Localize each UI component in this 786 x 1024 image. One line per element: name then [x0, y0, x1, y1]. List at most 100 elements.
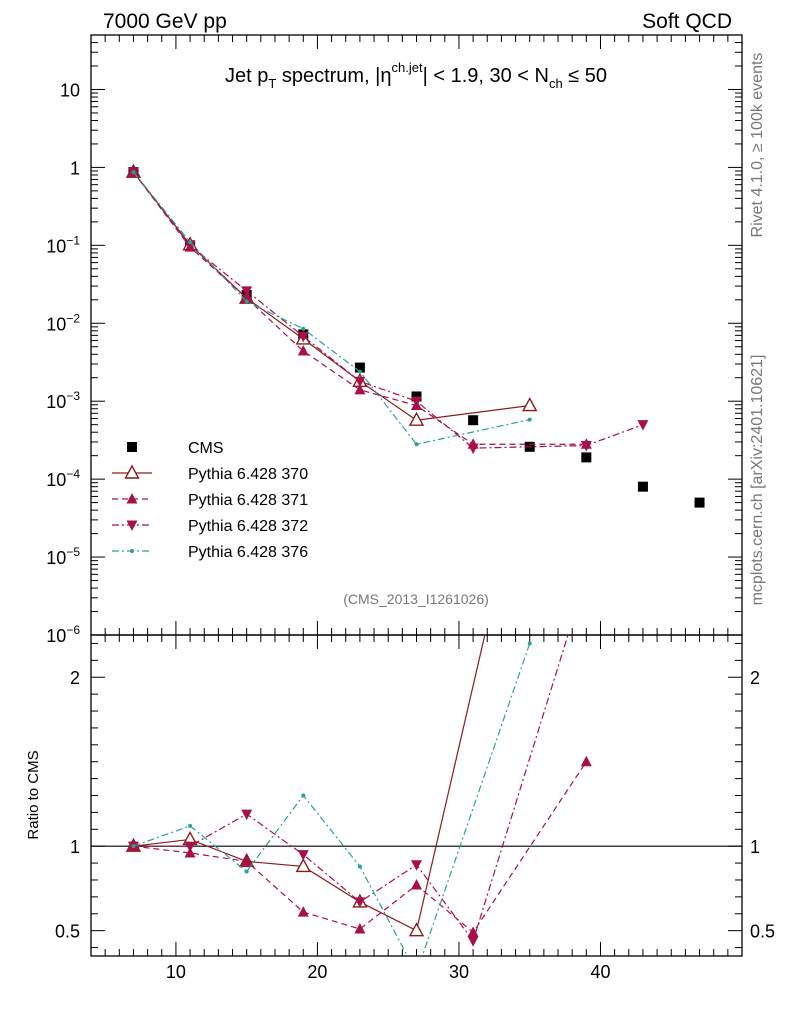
- ratio-y-tick-label-right: 2: [750, 668, 760, 688]
- data-point: [467, 443, 479, 455]
- data-point: [241, 292, 253, 303]
- data-point: [241, 809, 253, 821]
- data-point: [694, 497, 705, 508]
- data-point: [354, 383, 366, 395]
- data-point: [241, 286, 253, 297]
- y-tick-label: 1: [70, 158, 80, 178]
- x-tick-label: 20: [307, 962, 327, 982]
- y-tick-base: 10: [46, 392, 66, 412]
- series-line: [133, 643, 531, 956]
- data-point: [408, 922, 425, 937]
- y-tick-base: 10: [46, 626, 66, 646]
- y-tick-base: 10: [46, 470, 66, 490]
- y-tick-exp: −4: [66, 467, 80, 481]
- legend-label: Pythia 6.428 372: [188, 518, 308, 535]
- y-tick-base: 10: [46, 548, 66, 568]
- data-point: [244, 869, 249, 874]
- data-point: [357, 864, 362, 869]
- x-tick-label: 40: [590, 962, 610, 982]
- data-point: [408, 411, 425, 426]
- ratio-y-tick-label-right: 1: [750, 837, 760, 857]
- legend-marker: [124, 464, 140, 479]
- data-point: [581, 452, 592, 463]
- data-point: [411, 879, 422, 890]
- y-tick-label: 10−6: [46, 623, 80, 646]
- series-ratio-clip-group: [125, 571, 592, 975]
- y-tick-base: 10: [46, 236, 66, 256]
- series-line: [133, 635, 569, 943]
- legend-marker: [130, 549, 134, 553]
- ratio-panel-frame: [90, 634, 743, 957]
- y-tick-exp: −5: [66, 545, 80, 559]
- x-tick-label: 30: [449, 962, 469, 982]
- legend-marker: [127, 442, 137, 452]
- y-tick-label: 10−2: [46, 311, 80, 334]
- analysis-id: (CMS_2013_I1261026): [343, 591, 489, 607]
- data-point: [301, 793, 306, 798]
- data-point: [188, 240, 193, 245]
- energy-label: 7000 GeV pp: [103, 10, 227, 33]
- data-point: [580, 441, 592, 452]
- data-point: [297, 850, 309, 861]
- mcplots-label: mcplots.cern.ch [arXiv:2401.10621]: [749, 355, 766, 606]
- data-point: [637, 481, 648, 492]
- y-tick-label: 10: [60, 80, 80, 100]
- data-point: [297, 906, 309, 917]
- y-tick-base: 10: [46, 314, 66, 334]
- data-point: [467, 936, 479, 947]
- legend-label: CMS: [188, 440, 224, 457]
- main-series: [125, 163, 705, 508]
- data-point: [467, 926, 479, 937]
- data-point: [131, 170, 136, 175]
- y-tick-exp: −1: [66, 233, 80, 247]
- data-point: [184, 240, 196, 252]
- legend: CMS Pythia 6.428 370 Pythia 6.428 371 Pythi…: [112, 440, 308, 561]
- data-point: [414, 442, 419, 447]
- legend-label: Pythia 6.428 370: [188, 466, 308, 483]
- data-point: [184, 841, 196, 853]
- data-point: [580, 755, 592, 767]
- series-line: [132, 171, 530, 421]
- data-point: [411, 391, 422, 402]
- data-point: [241, 855, 253, 866]
- y-tick-exp: −2: [66, 311, 80, 325]
- ratio-y-tick-label-right: 0.5: [750, 922, 775, 942]
- legend-label: Pythia 6.428 376: [188, 544, 308, 561]
- data-point: [522, 397, 538, 412]
- data-point: [411, 396, 422, 408]
- y-tick-label: 10−5: [46, 545, 80, 568]
- data-point: [188, 823, 193, 828]
- legend-marker: [126, 493, 138, 504]
- data-point: [184, 846, 196, 858]
- chart-title: Jet pT spectrum, |ηch.jet| < 1.9, 30 < N…: [225, 60, 607, 91]
- rivet-label: Rivet 4.1.0, ≥ 100k events: [749, 53, 766, 238]
- legend-label: Pythia 6.428 371: [188, 492, 308, 509]
- data-point: [581, 571, 592, 582]
- ratio-y-tick-label: 1: [70, 837, 80, 857]
- data-point: [297, 331, 309, 343]
- y-tick-label: 10−1: [46, 233, 80, 256]
- data-point: [354, 376, 366, 388]
- y-tick-label: 10−4: [46, 467, 80, 490]
- data-point: [411, 860, 422, 871]
- data-point: [354, 362, 365, 373]
- data-point: [415, 971, 419, 975]
- data-point: [354, 897, 366, 908]
- series-main-clip-group: [125, 163, 705, 508]
- y-tick-exp: −3: [66, 389, 80, 403]
- data-point: [527, 417, 532, 422]
- ratio-ylabel: Ratio to CMS: [25, 750, 42, 839]
- series-line: [132, 171, 644, 449]
- data-point: [637, 420, 649, 431]
- ratio-y-tick-label: 0.5: [55, 922, 80, 942]
- data-point: [527, 641, 532, 646]
- data-point: [468, 415, 479, 426]
- legend-marker: [126, 520, 138, 531]
- y-tick-exp: −6: [66, 623, 80, 637]
- data-point: [357, 369, 362, 374]
- data-point: [131, 844, 136, 849]
- ratio-series: [125, 571, 592, 975]
- x-tick-label: 10: [166, 962, 186, 982]
